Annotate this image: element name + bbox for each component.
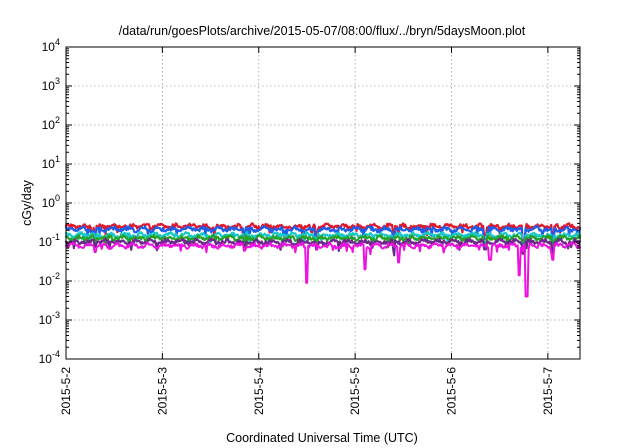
series-line-4 — [64, 234, 582, 256]
x-tick-label: 2015-5-4 — [252, 367, 266, 415]
y-tick-exponent: -4 — [52, 349, 60, 359]
series-line-3 — [64, 230, 582, 250]
x-axis-label: Coordinated Universal Time (UTC) — [226, 431, 418, 445]
y-tick-label: 10-4 — [39, 349, 60, 366]
y-tick-base: 10 — [42, 196, 56, 210]
y-tick-exponent: -2 — [52, 271, 60, 281]
y-tick-base: 10 — [42, 40, 56, 54]
y-tick-exponent: 2 — [55, 115, 60, 125]
x-tick-label: 2015-5-7 — [541, 367, 555, 415]
tick-layer — [65, 46, 580, 360]
y-tick-exponent: 4 — [55, 37, 60, 47]
y-tick-exponent: 0 — [55, 193, 60, 203]
y-tick-label: 103 — [42, 76, 60, 93]
x-tick-label: 2015-5-2 — [59, 367, 73, 415]
series-line-2 — [64, 225, 582, 247]
series-layer — [64, 222, 582, 298]
y-tick-label: 10-1 — [39, 232, 60, 249]
y-tick-exponent: -1 — [52, 232, 60, 242]
x-tick-label: 2015-5-6 — [445, 367, 459, 415]
y-tick-label: 100 — [42, 193, 60, 210]
series-line-6 — [65, 241, 581, 298]
y-tick-label: 104 — [42, 37, 60, 54]
y-tick-label: 101 — [42, 154, 60, 171]
y-tick-base: 10 — [39, 235, 53, 249]
y-tick-base: 10 — [42, 118, 56, 132]
y-tick-base: 10 — [39, 352, 53, 366]
y-tick-label: 10-3 — [39, 310, 60, 327]
series-line-1 — [64, 222, 582, 247]
y-tick-base: 10 — [39, 274, 53, 288]
y-tick-label: 102 — [42, 115, 60, 132]
y-axis-label: cGy/day — [20, 179, 34, 226]
chart-title: /data/run/goesPlots/archive/2015-05-07/0… — [119, 24, 526, 38]
y-tick-base: 10 — [42, 157, 56, 171]
x-tick-label: 2015-5-5 — [348, 367, 362, 415]
y-tick-base: 10 — [39, 313, 53, 327]
x-tick-labels: 2015-5-2 2015-5-3 2015-5-4 2015-5-5 2015-5-6… — [59, 367, 555, 415]
x-tick-label: 2015-5-3 — [155, 367, 169, 415]
y-tick-exponent: 3 — [55, 76, 60, 86]
y-tick-exponent: -3 — [52, 310, 60, 320]
y-tick-label: 10-2 — [39, 271, 60, 288]
y-tick-exponent: 1 — [55, 154, 60, 164]
y-tick-base: 10 — [42, 79, 56, 93]
